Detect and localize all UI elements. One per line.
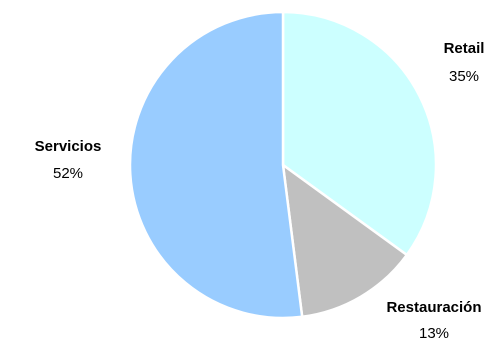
pie-slice-retail: [281, 10, 438, 257]
pie-slice-restauracion: [281, 163, 409, 319]
slice-value-restauracion: 13%: [419, 325, 449, 342]
slice-value-retail: 35%: [449, 68, 479, 85]
slice-label-restauracion: Restauración: [386, 299, 481, 316]
pie-slice-servicios: [128, 10, 304, 320]
slice-label-retail: Retail: [444, 40, 485, 57]
slice-label-servicios: Servicios: [35, 138, 102, 155]
pie-slices: [128, 10, 438, 320]
slice-value-servicios: 52%: [53, 165, 83, 182]
